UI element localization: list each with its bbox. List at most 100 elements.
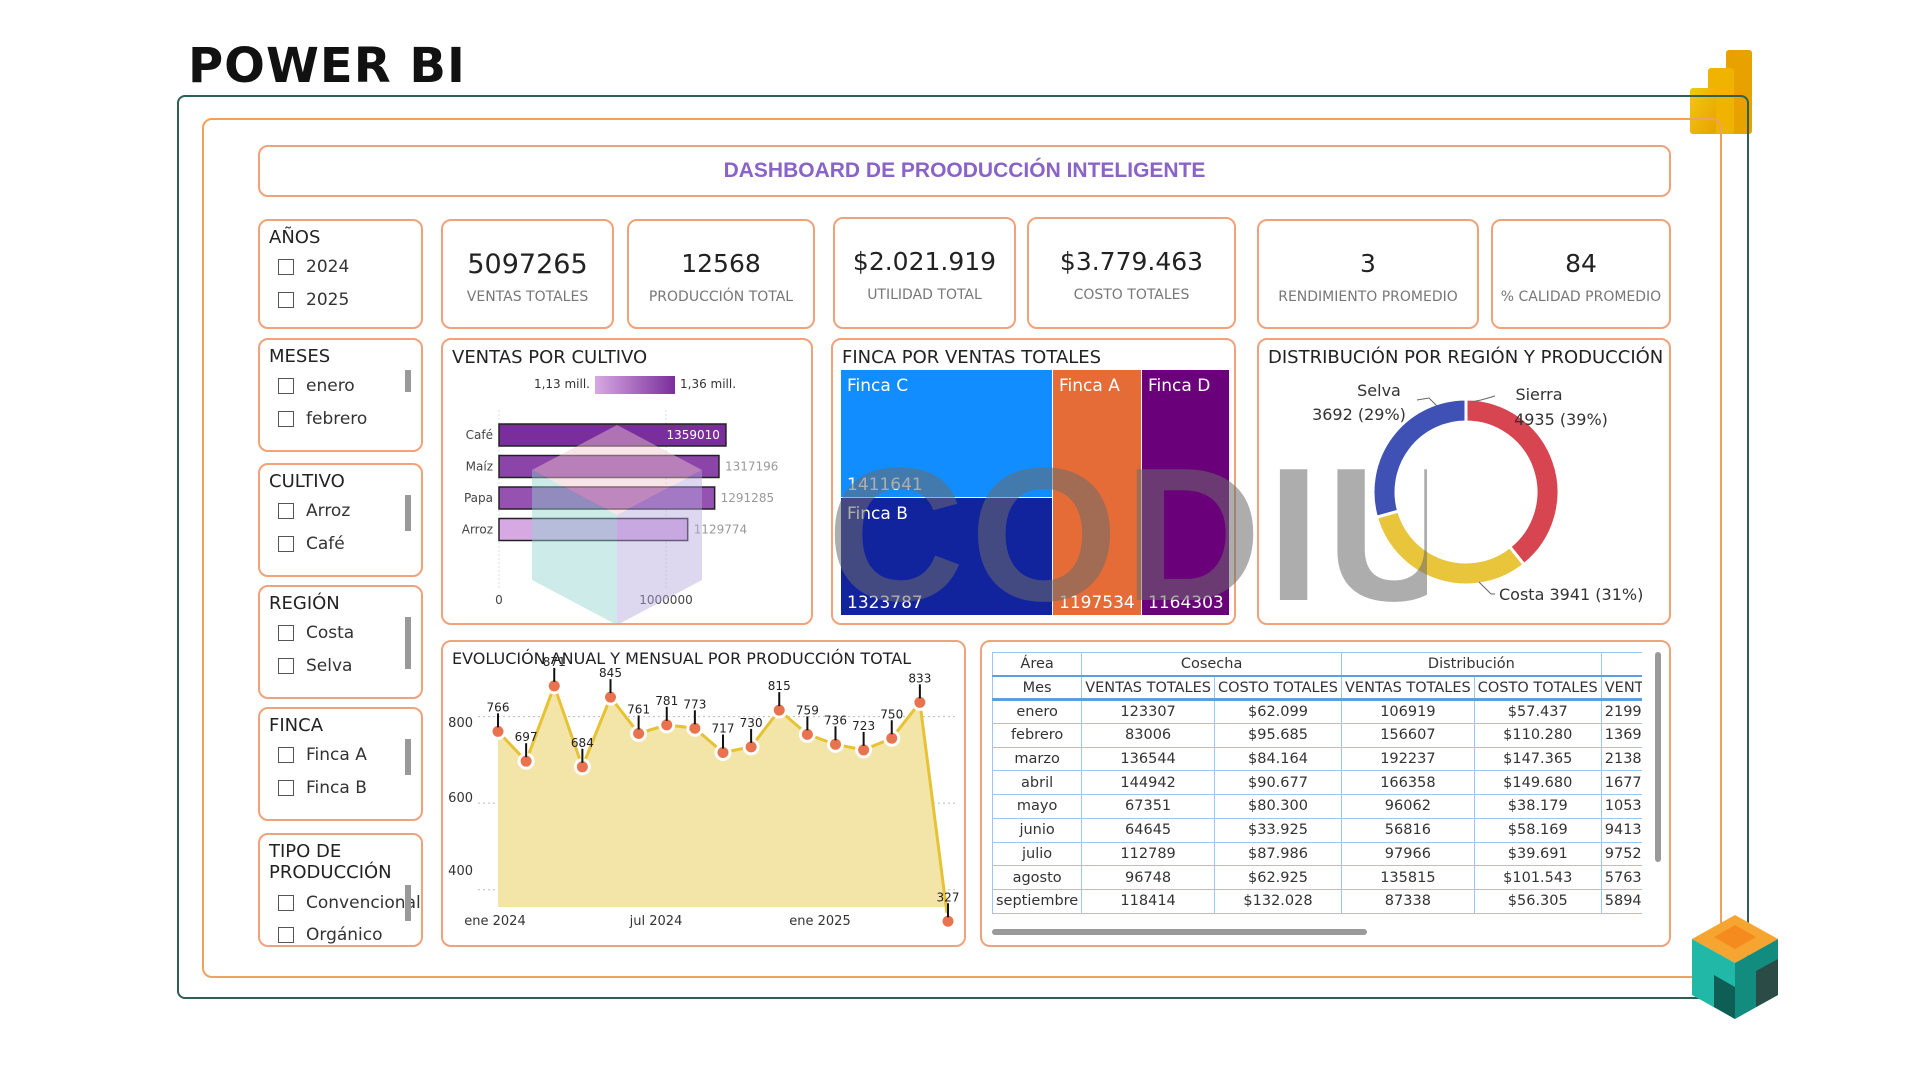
matrix-column-header[interactable]: COSTO TOTALES	[1213, 675, 1342, 702]
finca-ventas-treemap[interactable]: FINCA POR VENTAS TOTALES Finca C 1411641…	[831, 338, 1236, 625]
ventas-por-cultivo-chart[interactable]: VENTAS POR CULTIVO 1,13 mill. 1,36 mill.…	[441, 338, 813, 625]
kpi-label: COSTO TOTALES	[1073, 287, 1190, 303]
y-axis-tick: 600	[448, 791, 473, 806]
data-label: 815	[768, 679, 791, 693]
slicer-item-febrero[interactable]: febrero	[278, 409, 367, 429]
treemap-cell-name: Finca B	[847, 504, 908, 524]
donut-label-sierra-name: Sierra	[1515, 385, 1562, 404]
kpi-calidad-promedio[interactable]: 84 % CALIDAD PROMEDIO	[1491, 219, 1671, 329]
slicer-item-finca-a[interactable]: Finca A	[278, 745, 367, 765]
distribucion-region-donut[interactable]: DISTRIBUCIÓN POR REGIÓN Y PRODUCCIÓN Sel…	[1257, 338, 1671, 625]
matrix-cell: 9413	[1600, 817, 1642, 843]
matrix-row[interactable]: agosto 96748 $62.925 135815 $101.543 5763	[992, 865, 1642, 890]
matrix-column-header-row: Mes VENTAS TOTALES COSTO TOTALES VENTAS …	[992, 675, 1642, 702]
slicer-scrollbar[interactable]	[405, 495, 411, 531]
matrix-vertical-scrollbar[interactable]	[1655, 652, 1661, 862]
matrix-table-wrapper[interactable]: Área Cosecha Distribución Mes VENTAS TOT…	[992, 652, 1642, 922]
kpi-produccion-total[interactable]: 12568 PRODUCCIÓN TOTAL	[627, 219, 815, 329]
checkbox[interactable]	[278, 658, 294, 674]
matrix-cell: $87.986	[1213, 841, 1342, 867]
data-label: 750	[880, 707, 903, 721]
matrix-row[interactable]: mayo 67351 $80.300 96062 $38.179 1053	[992, 794, 1642, 819]
treemap-cell-finca-a[interactable]: Finca A 1197534	[1053, 370, 1141, 615]
slicer-title: FINCA	[269, 715, 324, 736]
slicer-item-costa[interactable]: Costa	[278, 623, 354, 643]
slicer-tipo-produccion[interactable]: TIPO DE PRODUCCIÓN Convencional Orgánico	[258, 833, 423, 947]
y-axis-tick: 400	[448, 864, 473, 879]
slicer-item-convencional[interactable]: Convencional	[278, 893, 421, 913]
slicer-scrollbar[interactable]	[405, 617, 411, 669]
checkbox[interactable]	[278, 378, 294, 394]
kpi-ventas-totales[interactable]: 5097265 VENTAS TOTALES	[441, 219, 614, 329]
slicer-scrollbar[interactable]	[405, 739, 411, 775]
matrix-group-header: Distribución	[1340, 652, 1602, 678]
matrix-cell: 1677	[1600, 770, 1642, 796]
data-label: 697	[515, 730, 538, 744]
checkbox[interactable]	[278, 536, 294, 552]
data-label: 723	[852, 719, 875, 733]
checkbox[interactable]	[278, 411, 294, 427]
checkbox[interactable]	[278, 747, 294, 763]
matrix-row[interactable]: abril 144942 $90.677 166358 $149.680 1677	[992, 770, 1642, 796]
matrix-column-header[interactable]: VENTAS TOTALES	[1081, 675, 1215, 702]
page-title: POWER BI	[188, 38, 466, 94]
matrix-column-header[interactable]: VENTAS TOTALES	[1340, 675, 1475, 702]
slicer-region[interactable]: REGIÓN Costa Selva	[258, 585, 423, 699]
slicer-scrollbar[interactable]	[405, 370, 411, 392]
slicer-item-finca-b[interactable]: Finca B	[278, 778, 367, 798]
checkbox[interactable]	[278, 503, 294, 519]
matrix-cell: 112789	[1081, 841, 1215, 867]
slicer-item-arroz[interactable]: Arroz	[278, 501, 350, 521]
treemap-cell-finca-c[interactable]: Finca C 1411641	[841, 370, 1052, 497]
kpi-rendimiento-promedio[interactable]: 3 RENDIMIENTO PROMEDIO	[1257, 219, 1479, 329]
matrix-row[interactable]: marzo 136544 $84.164 192237 $147.365 2138	[992, 746, 1642, 772]
slicer-title: AÑOS	[269, 227, 321, 248]
matrix-cell: 97966	[1340, 841, 1475, 867]
legend-max-label: 1,36 mill.	[680, 377, 736, 391]
checkbox[interactable]	[278, 259, 294, 275]
matrix-cell: 96062	[1340, 794, 1475, 819]
matrix-ventas-costos[interactable]: Área Cosecha Distribución Mes VENTAS TOT…	[980, 640, 1671, 947]
treemap-cell-finca-d[interactable]: Finca D 1164303	[1142, 370, 1229, 615]
matrix-row[interactable]: julio 112789 $87.986 97966 $39.691 9752	[992, 841, 1642, 867]
slicer-cultivo[interactable]: CULTIVO Arroz Café	[258, 463, 423, 577]
slicer-finca[interactable]: FINCA Finca A Finca B	[258, 707, 423, 821]
matrix-row[interactable]: septiembre 118414 $132.028 87338 $56.305 5894	[992, 888, 1642, 914]
checkbox[interactable]	[278, 927, 294, 943]
matrix-horizontal-scrollbar[interactable]	[992, 929, 1367, 935]
matrix-cell: $80.300	[1213, 794, 1342, 819]
matrix-cell: $95.685	[1213, 723, 1342, 748]
slicer-item-enero[interactable]: enero	[278, 376, 355, 396]
slicer-meses[interactable]: MESES enero febrero	[258, 338, 423, 452]
slicer-item-2025[interactable]: 2025	[278, 290, 349, 310]
matrix-cell: $147.365	[1473, 746, 1602, 772]
kpi-label: UTILIDAD TOTAL	[867, 287, 982, 303]
matrix-row[interactable]: junio 64645 $33.925 56816 $58.169 9413	[992, 817, 1642, 843]
matrix-column-header[interactable]: VENTAS TOTALES	[1600, 675, 1642, 702]
bar-category-label: Maíz	[466, 460, 493, 474]
checkbox[interactable]	[278, 292, 294, 308]
matrix-cell: 56816	[1340, 817, 1475, 843]
slicer-item-organico[interactable]: Orgánico	[278, 925, 383, 945]
slicer-item-2024[interactable]: 2024	[278, 257, 349, 277]
checkbox[interactable]	[278, 780, 294, 796]
slicer-anios[interactable]: AÑOS 2024 2025	[258, 219, 423, 329]
matrix-column-header[interactable]: COSTO TOTALES	[1473, 675, 1602, 702]
matrix-row-label: enero	[992, 699, 1083, 725]
x-axis-tick: 1000000	[639, 593, 692, 607]
matrix-row[interactable]: febrero 83006 $95.685 156607 $110.280 1369	[992, 723, 1642, 748]
matrix-row[interactable]: enero 123307 $62.099 106919 $57.437 2199	[992, 699, 1642, 725]
evolucion-produccion-chart[interactable]: EVOLUCIÓN ANUAL Y MENSUAL POR PRODUCCIÓN…	[441, 640, 966, 947]
slicer-item-cafe[interactable]: Café	[278, 534, 345, 554]
checkbox[interactable]	[278, 625, 294, 641]
matrix-cell: 1053	[1600, 794, 1642, 819]
kpi-costo-totales[interactable]: $3.779.463 COSTO TOTALES	[1027, 217, 1236, 329]
matrix-cell: 118414	[1081, 888, 1215, 914]
kpi-value: 5097265	[467, 249, 588, 280]
slicer-scrollbar[interactable]	[405, 885, 411, 921]
checkbox[interactable]	[278, 895, 294, 911]
matrix-cell: 106919	[1340, 699, 1475, 725]
kpi-utilidad-total[interactable]: $2.021.919 UTILIDAD TOTAL	[833, 217, 1016, 329]
treemap-cell-finca-b[interactable]: Finca B 1323787	[841, 498, 1052, 615]
slicer-item-selva[interactable]: Selva	[278, 656, 352, 676]
